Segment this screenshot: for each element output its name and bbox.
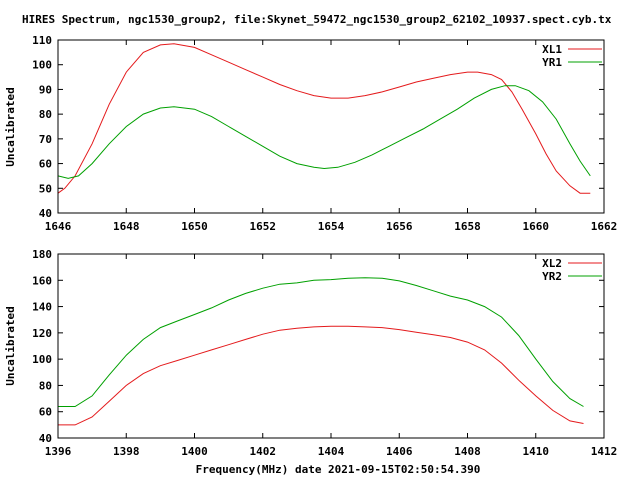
x-tick-label: 1406 <box>386 445 413 458</box>
x-axis-label: Frequency(MHz) date 2021-09-15T02:50:54.… <box>196 463 481 476</box>
x-tick-label: 1402 <box>250 445 277 458</box>
y-tick-label: 120 <box>32 327 52 340</box>
x-tick-label: 1646 <box>45 220 72 233</box>
y-tick-label: 140 <box>32 301 52 314</box>
y-axis-label: Uncalibrated <box>4 87 17 166</box>
x-tick-label: 1660 <box>523 220 550 233</box>
y-axis-label: Uncalibrated <box>4 306 17 385</box>
y-tick-label: 70 <box>39 133 52 146</box>
legend-label-xl2: XL2 <box>542 257 562 270</box>
y-tick-label: 60 <box>39 158 52 171</box>
y-tick-label: 100 <box>32 59 52 72</box>
series-line-xl1 <box>57 43 591 194</box>
y-tick-label: 40 <box>39 432 52 445</box>
y-tick-label: 160 <box>32 274 52 287</box>
x-tick-label: 1654 <box>318 220 345 233</box>
x-tick-label: 1410 <box>523 445 550 458</box>
x-tick-label: 1656 <box>386 220 413 233</box>
y-tick-label: 40 <box>39 207 52 220</box>
series-line-yr2 <box>58 277 584 407</box>
legend-label-yr2: YR2 <box>542 270 562 283</box>
y-tick-label: 90 <box>39 83 52 96</box>
legend-label-xl1: XL1 <box>542 43 562 56</box>
x-tick-label: 1404 <box>318 445 345 458</box>
y-tick-label: 180 <box>32 248 52 261</box>
plot-frame <box>57 253 605 439</box>
plot-frame <box>57 39 605 214</box>
y-tick-label: 80 <box>39 379 52 392</box>
x-tick-label: 1658 <box>454 220 481 233</box>
x-tick-label: 1396 <box>45 445 72 458</box>
figure-title: HIRES Spectrum, ngc1530_group2, file:Sky… <box>22 13 612 26</box>
y-tick-label: 80 <box>39 108 52 121</box>
series-line-yr1 <box>57 85 591 179</box>
legend-label-yr1: YR1 <box>542 56 562 69</box>
series-line-xl2 <box>58 325 584 426</box>
x-tick-label: 1412 <box>591 445 618 458</box>
bottom-panel: 1396 1398 1400 1402 1404 1406 1408 1410 1412 40 60… <box>4 248 617 458</box>
y-tick-label: 50 <box>39 182 52 195</box>
x-tick-label: 1662 <box>591 220 618 233</box>
y-tick-label: 110 <box>32 34 52 47</box>
x-tick-label: 1408 <box>454 445 481 458</box>
x-tick-label: 1650 <box>181 220 208 233</box>
y-tick-label: 60 <box>39 406 52 419</box>
top-panel: 1646 1648 1650 1652 1654 1656 1658 1660 1662 40 50… <box>4 34 617 233</box>
x-tick-label: 1398 <box>113 445 140 458</box>
x-tick-label: 1400 <box>181 445 208 458</box>
x-tick-label: 1652 <box>250 220 277 233</box>
y-tick-label: 100 <box>32 353 52 366</box>
x-tick-label: 1648 <box>113 220 140 233</box>
